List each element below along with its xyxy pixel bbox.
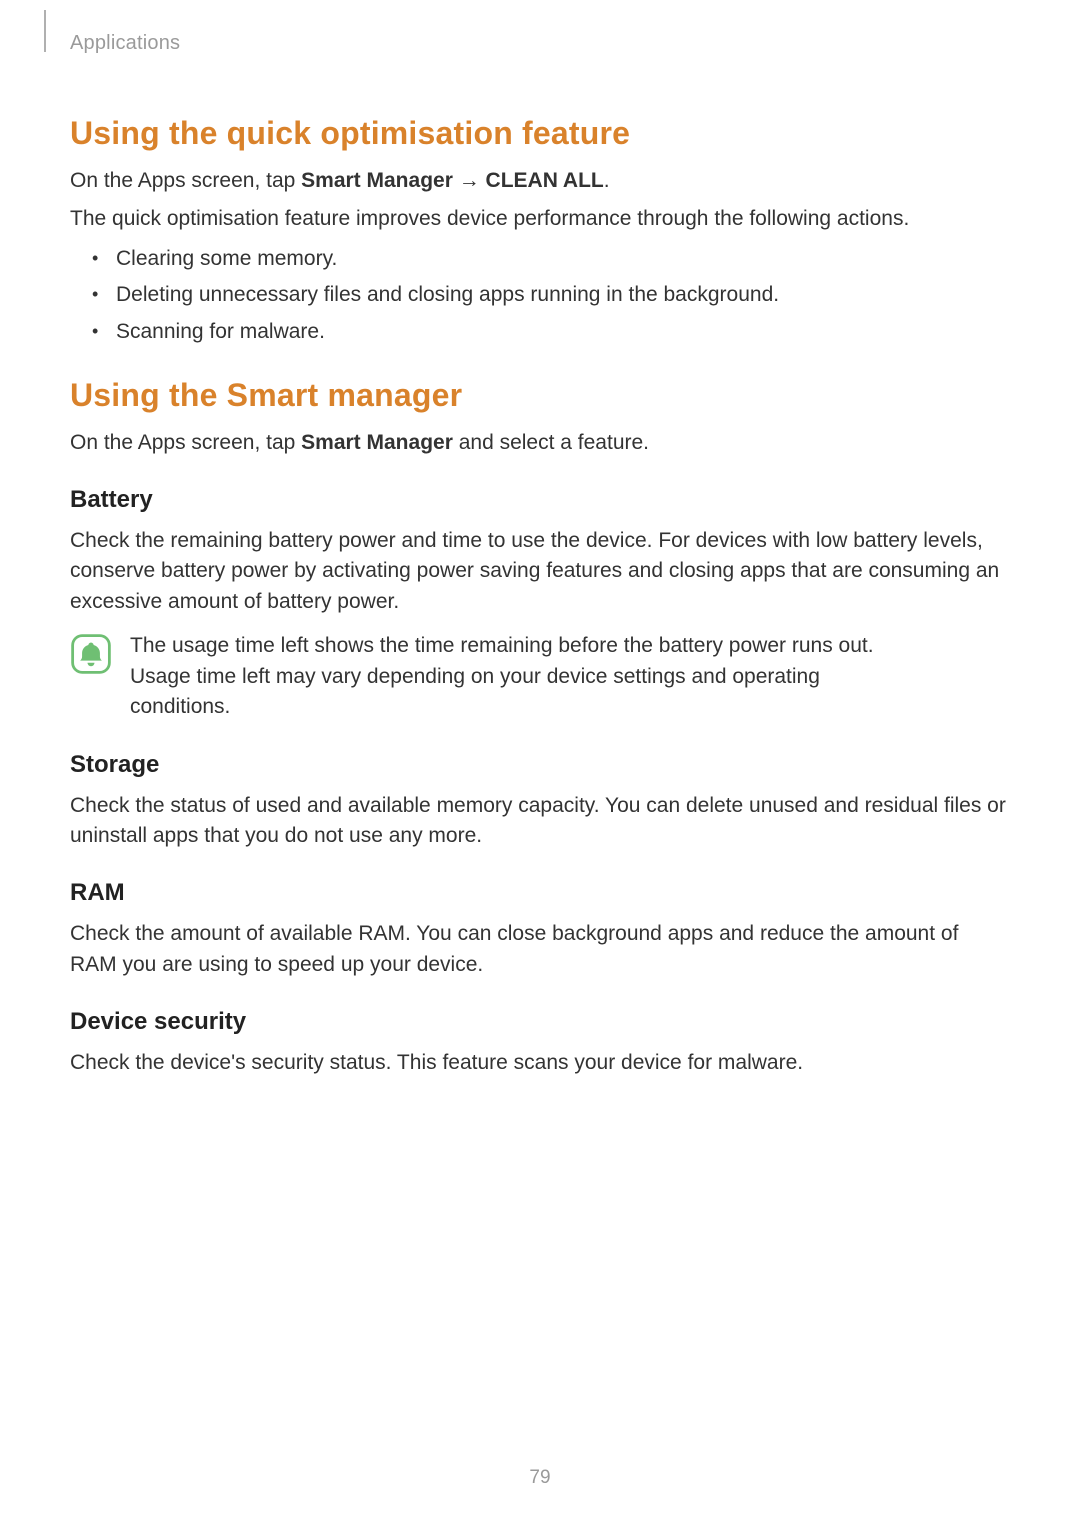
subheading-storage: Storage — [70, 751, 1010, 779]
bold-clean-all: CLEAN ALL — [486, 169, 604, 192]
bell-note-icon — [70, 633, 112, 675]
security-body: Check the device's security status. This… — [70, 1048, 1010, 1078]
header-rule — [44, 10, 46, 52]
heading-smart-manager: Using the Smart manager — [70, 377, 1010, 414]
bold-smart-manager: Smart Manager — [301, 169, 453, 192]
arrow-text: → — [453, 169, 486, 192]
text-fragment: . — [604, 169, 610, 192]
bold-smart-manager: Smart Manager — [301, 431, 453, 454]
text-fragment: and select a feature. — [453, 431, 649, 454]
storage-body: Check the status of used and available m… — [70, 791, 1010, 852]
note-callout: The usage time left shows the time remai… — [70, 631, 1010, 722]
list-item: Clearing some memory. — [98, 243, 1010, 276]
header-section-label: Applications — [70, 32, 180, 55]
battery-note-text: The usage time left shows the time remai… — [130, 631, 910, 722]
battery-body: Check the remaining battery power and ti… — [70, 526, 1010, 617]
page-number: 79 — [0, 1467, 1080, 1489]
list-item: Deleting unnecessary files and closing a… — [98, 279, 1010, 312]
ram-body: Check the amount of available RAM. You c… — [70, 919, 1010, 980]
text-fragment: On the Apps screen, tap — [70, 169, 301, 192]
subheading-battery: Battery — [70, 486, 1010, 514]
page-content: Using the quick optimisation feature On … — [70, 115, 1010, 1079]
heading-quick-optimisation: Using the quick optimisation feature — [70, 115, 1010, 152]
subheading-ram: RAM — [70, 879, 1010, 907]
quick-opt-line2: The quick optimisation feature improves … — [70, 204, 1010, 234]
smart-manager-intro: On the Apps screen, tap Smart Manager an… — [70, 428, 1010, 458]
text-fragment: On the Apps screen, tap — [70, 431, 301, 454]
quick-opt-intro-line: On the Apps screen, tap Smart Manager → … — [70, 166, 1010, 196]
manual-page: Applications Using the quick optimisatio… — [0, 0, 1080, 1527]
quick-opt-bullets: Clearing some memory. Deleting unnecessa… — [70, 243, 1010, 349]
subheading-device-security: Device security — [70, 1008, 1010, 1036]
list-item: Scanning for malware. — [98, 316, 1010, 349]
